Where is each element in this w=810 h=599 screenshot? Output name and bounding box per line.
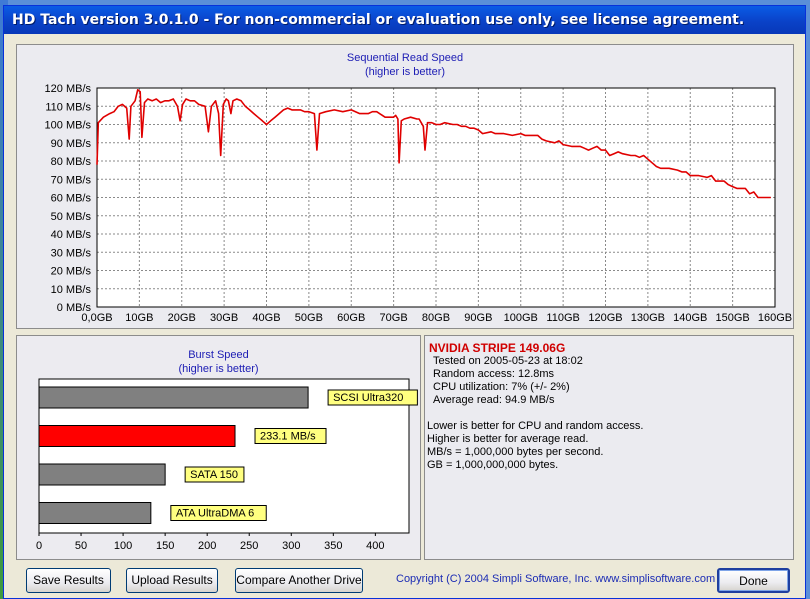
note-lower-better: Lower is better for CPU and random acces… — [427, 420, 644, 432]
x-tick-label: 80GB — [422, 312, 450, 324]
compare-drive-button[interactable]: Compare Another Drive — [235, 568, 363, 593]
copyright-text: Copyright (C) 2004 Simpli Software, Inc.… — [396, 573, 716, 585]
burst-label-box — [327, 389, 418, 406]
y-tick-label: 40 MB/s — [51, 229, 92, 241]
burst-bar-label: 233.1 MB/s — [260, 431, 316, 443]
read-chart-plot: 0,0GB 10GB 20GB 30GB 40GB 50GB 60GB 70GB 80GB 90G… — [45, 83, 793, 324]
y-tick-label: 70 MB/s — [51, 174, 92, 186]
x-tick-label: 200 — [198, 540, 216, 552]
burst-bar-label: SATA 150 — [190, 469, 238, 481]
sequential-read-chart: Sequential Read Speed (higher is better)… — [16, 44, 794, 329]
y-tick-label: 120 MB/s — [45, 83, 92, 95]
y-tick-label: 10 MB/s — [51, 284, 92, 296]
burst-bar — [38, 502, 152, 524]
y-tick-label: 90 MB/s — [51, 138, 92, 150]
x-tick-label: 160GB — [758, 312, 792, 324]
note-mb-definition: MB/s = 1,000,000 bytes per second. — [427, 446, 604, 458]
window-title[interactable]: HD Tach version 3.0.1.0 - For non-commer… — [4, 6, 805, 34]
x-tick-label: 150GB — [716, 312, 750, 324]
plot-border — [96, 87, 776, 308]
x-tick-label: 40GB — [252, 312, 280, 324]
cpu-utilization: CPU utilization: 7% (+/- 2%) — [433, 381, 570, 393]
y-tick-label: 100 MB/s — [45, 120, 92, 132]
y-tick-label: 30 MB/s — [51, 247, 92, 259]
y-tick-label: 80 MB/s — [51, 156, 92, 168]
results-panel: NVIDIA STRIPE 149.06G Tested on 2005-05-… — [424, 335, 794, 560]
burst-chart-plot: 0 50 100 150 200 250 300 350 400 SCSI Ultra320 233… — [36, 378, 418, 552]
note-gb-definition: GB = 1,000,000,000 bytes. — [427, 459, 559, 471]
burst-bar-label: SCSI Ultra320 — [333, 392, 403, 404]
upload-results-button[interactable]: Upload Results — [126, 568, 218, 593]
burst-speed-chart: Burst Speed (higher is better) 0 50 100 150… — [16, 335, 421, 560]
x-tick-label: 300 — [282, 540, 300, 552]
burst-bar-label: ATA UltraDMA 6 — [176, 508, 254, 520]
read-chart-title: Sequential Read Speed — [346, 52, 464, 64]
y-tick-label: 50 MB/s — [51, 211, 92, 223]
x-tick-label: 140GB — [673, 312, 707, 324]
x-tick-label: 130GB — [631, 312, 665, 324]
x-tick-label: 150 — [156, 540, 174, 552]
x-tick-label: 400 — [366, 540, 384, 552]
x-tick-label: 90GB — [464, 312, 492, 324]
y-tick-label: 60 MB/s — [51, 193, 92, 205]
x-tick-label: 60GB — [337, 312, 365, 324]
x-tick-label: 70GB — [380, 312, 408, 324]
hd-tach-window: HD Tach version 3.0.1.0 - For non-commer… — [3, 5, 806, 599]
burst-bar — [38, 425, 236, 447]
burst-label-box — [170, 505, 267, 521]
x-tick-label: 10GB — [125, 312, 153, 324]
random-access: Random access: 12.8ms — [433, 368, 555, 380]
read-speed-line — [96, 88, 771, 199]
burst-label-box — [184, 466, 245, 483]
burst-bar — [38, 386, 309, 409]
note-higher-better: Higher is better for average read. — [427, 433, 589, 445]
x-tick-label: 0 — [36, 540, 42, 552]
x-tick-label: 100 — [114, 540, 132, 552]
x-tick-label: 110GB — [546, 312, 579, 324]
tested-on: Tested on 2005-05-23 at 18:02 — [433, 355, 583, 367]
y-tick-label: 20 MB/s — [51, 266, 92, 278]
burst-label-box — [254, 428, 327, 444]
x-tick-label: 350 — [324, 540, 342, 552]
drive-name: NVIDIA STRIPE 149.06G — [429, 341, 566, 355]
y-tick-label: 0 MB/s — [57, 302, 92, 314]
x-tick-label: 30GB — [210, 312, 238, 324]
x-tick-label: 100GB — [504, 312, 538, 324]
x-tick-label: 120GB — [588, 312, 622, 324]
x-tick-label: 0,0GB — [81, 312, 112, 324]
read-chart-subtitle: (higher is better) — [364, 66, 446, 78]
done-button[interactable]: Done — [717, 568, 790, 593]
x-tick-label: 50GB — [295, 312, 323, 324]
x-tick-label: 20GB — [168, 312, 196, 324]
burst-chart-title: Burst Speed — [188, 349, 249, 361]
burst-chart-subtitle: (higher is better) — [178, 363, 259, 375]
x-tick-label: 250 — [240, 540, 258, 552]
x-tick-label: 50 — [75, 540, 87, 552]
average-read: Average read: 94.9 MB/s — [433, 394, 555, 406]
burst-bar — [38, 463, 166, 486]
y-tick-label: 110 MB/s — [45, 101, 91, 113]
save-results-button[interactable]: Save Results — [26, 568, 111, 593]
